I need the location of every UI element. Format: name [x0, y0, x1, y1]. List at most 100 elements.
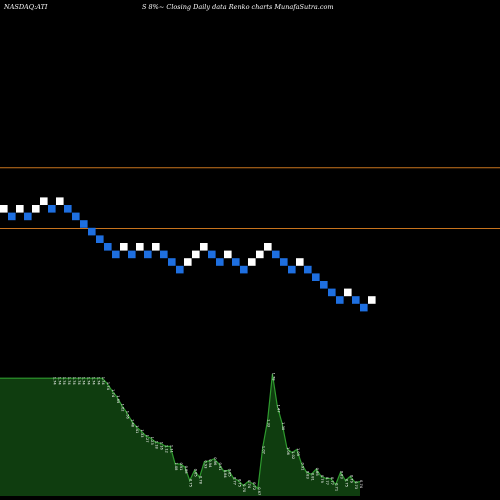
renko-brick-down [48, 205, 56, 213]
renko-brick-down [24, 212, 32, 221]
volume-label: 1.62 [121, 404, 125, 412]
volume-label: 1.74 [87, 377, 91, 386]
renko-brick-up [0, 205, 8, 213]
volume-label: 0.86 [315, 468, 319, 477]
volume-label: 1.27 [145, 435, 149, 443]
renko-brick-down [8, 212, 16, 221]
renko-brick-up [184, 258, 192, 266]
volume-label: 1.12 [164, 445, 168, 453]
volume-label: 0.73 [354, 481, 358, 489]
renko-brick-down [80, 220, 88, 228]
renko-brick-down [104, 243, 112, 251]
renko-brick-down [240, 265, 248, 274]
volume-label: 0.79 [320, 475, 324, 484]
renko-brick-down [72, 212, 80, 221]
volume-label: 0.96 [213, 457, 217, 466]
renko-brick-down [232, 258, 240, 266]
renko-brick-down [64, 205, 72, 213]
volume-label: 1.69 [116, 395, 120, 404]
renko-brick-up [16, 205, 24, 213]
volume-label: 0.77 [233, 477, 237, 485]
volume-label: 1.05 [296, 448, 300, 456]
volume-label: 0.85 [194, 469, 198, 477]
volume-label: 0.77 [330, 477, 334, 485]
volume-label: 1.74 [72, 377, 76, 386]
renko-brick-down [112, 250, 120, 259]
volume-label: 1.56 [125, 411, 129, 420]
renko-brick-up [56, 197, 64, 205]
renko-brick-down [352, 296, 360, 304]
renko-brick-up [256, 250, 264, 259]
volume-area [0, 373, 361, 496]
renko-brick-down [160, 250, 168, 259]
renko-brick-down [128, 250, 136, 259]
renko-brick-up [264, 243, 272, 251]
volume-label: 1.23 [150, 437, 154, 445]
volume-label: 0.85 [228, 469, 232, 477]
renko-brick-down [216, 258, 224, 266]
volume-labels: 1.74 1.74 1.74 1.74 1.74 1.74 1.74 1.74 1.74 1.74… [53, 373, 363, 496]
volume-label: 0.94 [208, 459, 212, 468]
volume-area-line [0, 373, 361, 491]
renko-brick-up [296, 258, 304, 266]
renko-brick-down [88, 227, 96, 236]
renko-brick-down [304, 265, 312, 274]
renko-brick-up [344, 288, 352, 297]
volume-label: 0.81 [310, 473, 314, 481]
renko-brick-up [192, 250, 200, 259]
volume-label: 1.33 [140, 429, 144, 437]
chart-title: NASDAQ:ATI [3, 3, 48, 11]
volume-label: 0.83 [305, 471, 309, 479]
volume-label: 0.75 [189, 479, 193, 487]
renko-brick-up [200, 243, 208, 251]
volume-label: 1.06 [286, 447, 290, 456]
volume-label: 0.77 [325, 477, 329, 485]
renko-brick-up [136, 243, 144, 251]
volume-label: 1.74 [111, 389, 115, 398]
volume-label: 0.72 [252, 482, 256, 490]
volume-label: 0.74 [247, 480, 251, 489]
volume-label: 1.74 [91, 377, 95, 386]
renko-bricks [0, 197, 376, 312]
volume-label: 0.67 [257, 487, 261, 495]
volume-label: 0.91 [301, 462, 305, 470]
chart-subtitle: S 8%~ Closing Daily data Renko charts Mu… [142, 3, 334, 11]
renko-brick-up [368, 296, 376, 304]
renko-brick-up [248, 258, 256, 266]
renko-brick-up [32, 205, 40, 213]
volume-label: 0.78 [198, 476, 202, 485]
renko-brick-down [336, 296, 344, 304]
renko-brick-down [288, 265, 296, 274]
renko-brick-down [280, 258, 288, 266]
renko-brick-up [224, 250, 232, 259]
volume-label: 0.93 [203, 460, 207, 468]
volume-label: 0.75 [237, 479, 241, 487]
volume-label: 1.33 [267, 419, 271, 427]
renko-brick-down [312, 273, 320, 281]
renko-brick-down [328, 288, 336, 297]
volume-label: 1.41 [135, 425, 139, 433]
renko-brick-down [144, 250, 152, 259]
volume-label: 1.30 [281, 422, 285, 431]
renko-brick-down [176, 265, 184, 274]
volume-label: 1.11 [169, 445, 173, 453]
renko-brick-up [120, 243, 128, 251]
renko-brick-down [208, 250, 216, 259]
volume-label: 1.74 [57, 377, 61, 386]
volume-label: 1.74 [96, 377, 100, 386]
volume-label: 1.74 [82, 377, 86, 386]
volume-label: 0.91 [179, 462, 183, 470]
volume-label: 1.74 [77, 377, 81, 386]
volume-label: 1.74 [106, 382, 110, 391]
renko-brick-up [40, 197, 48, 205]
renko-brick-down [272, 250, 280, 259]
renko-brick-up [152, 243, 160, 251]
volume-label: 0.70 [242, 484, 246, 493]
renko-brick-down [360, 303, 368, 312]
volume-label: 1.08 [174, 462, 178, 471]
volume-label: 0.91 [218, 462, 222, 470]
volume-label: 1.48 [130, 419, 134, 428]
volume-label: 1.74 [67, 377, 71, 386]
